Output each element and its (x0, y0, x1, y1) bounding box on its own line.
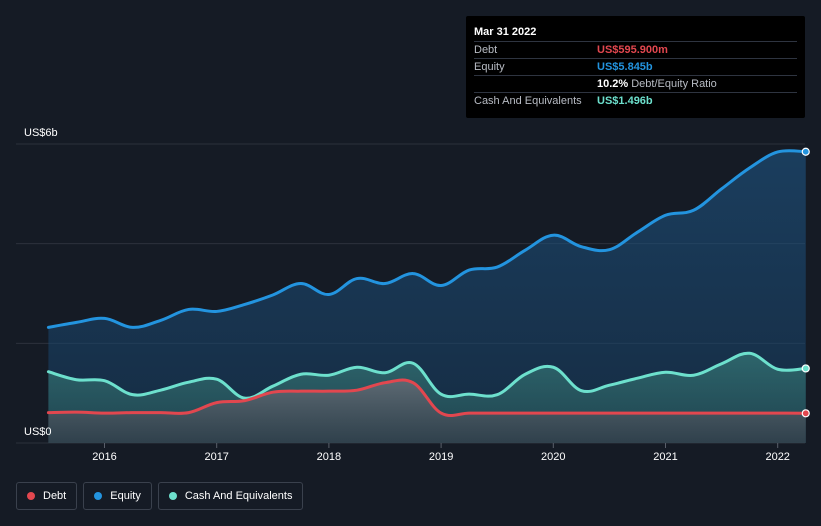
legend-label: Debt (43, 490, 67, 502)
tooltip-date: Mar 31 2022 (474, 26, 537, 38)
tooltip-ratio-label: Debt/Equity Ratio (631, 78, 717, 90)
legend-label: Cash And Equivalents (184, 490, 293, 502)
tooltip-row-equity: Equity US$5.845b (474, 58, 797, 75)
y-tick-label-max: US$6b (24, 127, 58, 139)
x-tick-label: 2018 (317, 451, 341, 463)
end-point-debt (801, 409, 810, 418)
x-tick-label: 2016 (92, 451, 116, 463)
x-axis-ticks: 2016 2017 2018 2019 2020 2021 2022 (92, 443, 790, 463)
x-tick-label: 2020 (541, 451, 565, 463)
x-tick-label: 2019 (429, 451, 453, 463)
legend-dot-icon (168, 492, 177, 500)
tooltip-row-cash: Cash And Equivalents US$1.496b (474, 92, 797, 109)
tooltip-label (474, 76, 597, 92)
tooltip-label: Equity (474, 61, 505, 73)
tooltip-value: US$5.845b (597, 61, 653, 73)
y-tick-label-min: US$0 (24, 426, 52, 438)
tooltip-label: Debt (474, 44, 498, 56)
tooltip-row-ratio: 10.2% Debt/Equity Ratio (474, 75, 797, 92)
x-tick-label: 2022 (765, 451, 789, 463)
legend-label: Equity (110, 490, 141, 502)
legend: Debt Equity Cash And Equivalents (16, 482, 304, 510)
line-cash (46, 351, 808, 400)
area-equity (48, 150, 806, 444)
end-point-equity (801, 147, 810, 156)
tooltip-value: US$1.496b (597, 95, 653, 107)
end-point-cash (801, 364, 810, 373)
legend-item-equity[interactable]: Equity (83, 482, 152, 510)
legend-item-debt[interactable]: Debt (16, 482, 78, 510)
tooltip-row-debt: Debt US$595.900m (474, 41, 797, 58)
tooltip-panel: Mar 31 2022 Debt US$595.900m Equity US$5… (466, 16, 805, 118)
line-debt (46, 378, 808, 418)
x-tick-label: 2021 (653, 451, 677, 463)
tooltip-label: Cash And Equivalents (474, 95, 582, 107)
legend-dot-icon (94, 492, 103, 500)
x-tick-label: 2017 (204, 451, 228, 463)
tooltip-value: 10.2% (597, 78, 629, 90)
legend-dot-icon (27, 492, 35, 500)
tooltip-value: US$595.900m (597, 44, 668, 56)
area-debt (48, 379, 806, 443)
legend-item-cash[interactable]: Cash And Equivalents (157, 482, 304, 510)
series-lines (46, 147, 810, 418)
line-equity (46, 149, 808, 329)
